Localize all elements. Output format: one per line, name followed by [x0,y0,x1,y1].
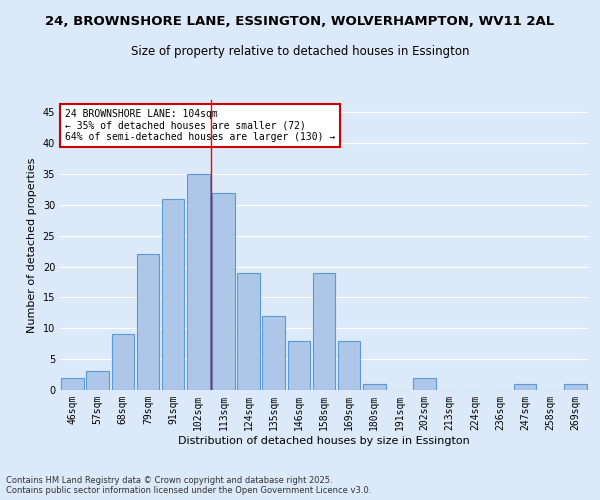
Bar [287,340,310,390]
Bar [86,372,109,390]
Bar [564,384,587,390]
Bar [338,340,361,390]
Bar [187,174,209,390]
Text: Size of property relative to detached houses in Essington: Size of property relative to detached ho… [131,45,469,58]
Text: 24, BROWNSHORE LANE, ESSINGTON, WOLVERHAMPTON, WV11 2AL: 24, BROWNSHORE LANE, ESSINGTON, WOLVERHA… [46,15,554,28]
Y-axis label: Number of detached properties: Number of detached properties [27,158,37,332]
Text: Contains HM Land Registry data © Crown copyright and database right 2025.
Contai: Contains HM Land Registry data © Crown c… [6,476,371,495]
Bar [162,198,184,390]
Bar [363,384,386,390]
Bar [313,273,335,390]
X-axis label: Distribution of detached houses by size in Essington: Distribution of detached houses by size … [178,436,470,446]
Bar [514,384,536,390]
Bar [212,192,235,390]
Bar [137,254,160,390]
Bar [237,273,260,390]
Text: 24 BROWNSHORE LANE: 104sqm
← 35% of detached houses are smaller (72)
64% of semi: 24 BROWNSHORE LANE: 104sqm ← 35% of deta… [65,108,335,142]
Bar [112,334,134,390]
Bar [262,316,285,390]
Bar [413,378,436,390]
Bar [61,378,84,390]
